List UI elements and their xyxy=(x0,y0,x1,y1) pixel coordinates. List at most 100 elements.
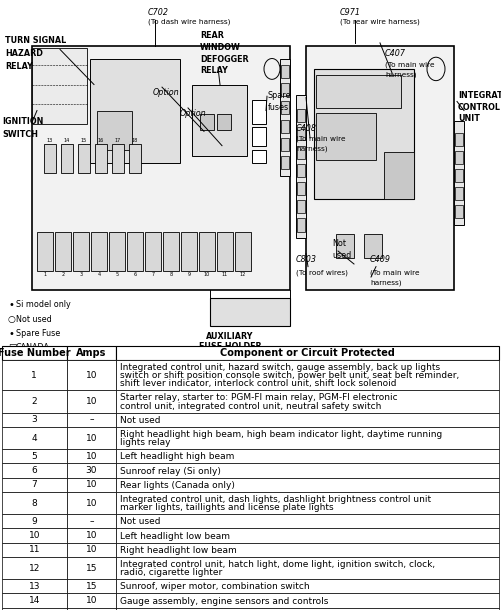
Bar xyxy=(281,83,289,96)
Bar xyxy=(109,232,125,270)
Text: lights relay: lights relay xyxy=(120,438,171,447)
Text: shift lever indicator, interlock control unit, shift lock solenoid: shift lever indicator, interlock control… xyxy=(120,379,397,388)
Text: Spare Fuse: Spare Fuse xyxy=(16,329,60,338)
Bar xyxy=(297,200,305,214)
Text: SWITCH: SWITCH xyxy=(2,130,38,139)
Bar xyxy=(116,608,499,610)
Text: Spare: Spare xyxy=(268,91,292,100)
Bar xyxy=(55,232,71,270)
Bar xyxy=(192,85,247,156)
Bar xyxy=(127,232,143,270)
Bar xyxy=(297,164,305,177)
Text: 3: 3 xyxy=(32,415,37,425)
Text: harness): harness) xyxy=(385,71,417,78)
Bar xyxy=(316,76,401,108)
Text: radio, cigarette lighter: radio, cigarette lighter xyxy=(120,568,222,577)
Text: TURN SIGNAL: TURN SIGNAL xyxy=(5,37,66,45)
Text: Not used: Not used xyxy=(120,517,161,526)
Text: 15: 15 xyxy=(86,564,97,573)
Text: Left headlight high beam: Left headlight high beam xyxy=(120,453,234,461)
Text: 15: 15 xyxy=(86,582,97,591)
Text: Not used: Not used xyxy=(120,416,161,425)
Text: 11: 11 xyxy=(29,545,40,554)
Text: 5: 5 xyxy=(32,452,37,461)
Text: C803: C803 xyxy=(296,255,317,264)
Text: 2: 2 xyxy=(62,272,65,277)
Text: 7: 7 xyxy=(151,272,155,277)
Bar xyxy=(281,156,289,169)
Bar xyxy=(32,48,87,124)
Text: 12: 12 xyxy=(29,564,40,573)
Bar xyxy=(61,145,73,173)
Bar xyxy=(67,557,116,580)
Text: switch or shift position console switch, power belt unit, seat belt reminder,: switch or shift position console switch,… xyxy=(120,371,459,380)
Bar xyxy=(116,528,499,543)
Text: 6: 6 xyxy=(32,466,37,475)
Bar xyxy=(116,427,499,449)
Text: CONTROL: CONTROL xyxy=(458,102,501,112)
Bar xyxy=(455,187,463,200)
Text: 9: 9 xyxy=(187,272,190,277)
Text: 13: 13 xyxy=(29,582,40,591)
Bar xyxy=(67,492,116,514)
Text: C409: C409 xyxy=(370,255,391,264)
Bar xyxy=(67,608,116,610)
Text: REAR: REAR xyxy=(200,31,224,40)
Text: UNIT: UNIT xyxy=(458,115,480,123)
Bar xyxy=(67,528,116,543)
Bar xyxy=(2,514,67,528)
Text: 1: 1 xyxy=(32,371,37,379)
Bar xyxy=(67,464,116,478)
Text: C971: C971 xyxy=(340,8,361,17)
Bar xyxy=(2,543,67,557)
Text: 30: 30 xyxy=(86,466,97,475)
Text: 10: 10 xyxy=(86,596,97,605)
Text: Left headlight low beam: Left headlight low beam xyxy=(120,531,230,540)
Text: 10: 10 xyxy=(86,397,97,406)
Bar xyxy=(145,232,161,270)
Text: Not: Not xyxy=(332,239,346,248)
Text: C407: C407 xyxy=(385,49,406,59)
Text: 12: 12 xyxy=(240,272,246,277)
Text: 8: 8 xyxy=(32,498,37,508)
Bar xyxy=(2,478,67,492)
Bar xyxy=(67,390,116,413)
Text: 10: 10 xyxy=(204,272,210,277)
Text: (To main wire: (To main wire xyxy=(296,135,346,142)
Bar xyxy=(163,232,179,270)
Text: 8: 8 xyxy=(169,272,172,277)
Bar xyxy=(2,346,67,360)
Text: Gauge assembly, engine sensors and controls: Gauge assembly, engine sensors and contr… xyxy=(120,597,329,606)
Bar xyxy=(116,594,499,608)
Text: 10: 10 xyxy=(86,531,97,540)
Bar xyxy=(316,113,376,160)
Text: HAZARD: HAZARD xyxy=(5,49,43,59)
Bar xyxy=(2,528,67,543)
Bar xyxy=(2,492,67,514)
Text: 10: 10 xyxy=(86,434,97,443)
Text: •: • xyxy=(8,301,14,310)
Text: 13: 13 xyxy=(47,138,53,143)
Bar xyxy=(306,46,454,290)
Bar xyxy=(112,145,124,173)
Text: –: – xyxy=(89,517,94,526)
Bar xyxy=(67,360,116,390)
Bar xyxy=(455,151,463,164)
Text: Sunroof, wiper motor, combination switch: Sunroof, wiper motor, combination switch xyxy=(120,583,310,591)
Text: 10: 10 xyxy=(86,371,97,379)
Text: 7: 7 xyxy=(32,480,37,489)
Bar xyxy=(95,145,107,173)
Bar xyxy=(181,232,197,270)
Bar xyxy=(116,413,499,427)
Bar xyxy=(2,580,67,594)
Bar xyxy=(67,346,116,360)
Text: DEFOGGER: DEFOGGER xyxy=(200,55,248,63)
Text: Si model only: Si model only xyxy=(16,301,71,309)
Text: •: • xyxy=(8,329,14,339)
Text: (To rear wire harness): (To rear wire harness) xyxy=(340,18,420,25)
Text: control unit, integrated control unit, neutral safety switch: control unit, integrated control unit, n… xyxy=(120,401,382,411)
Bar xyxy=(67,543,116,557)
Bar xyxy=(454,121,464,225)
Text: 10: 10 xyxy=(86,452,97,461)
Text: 6: 6 xyxy=(133,272,137,277)
